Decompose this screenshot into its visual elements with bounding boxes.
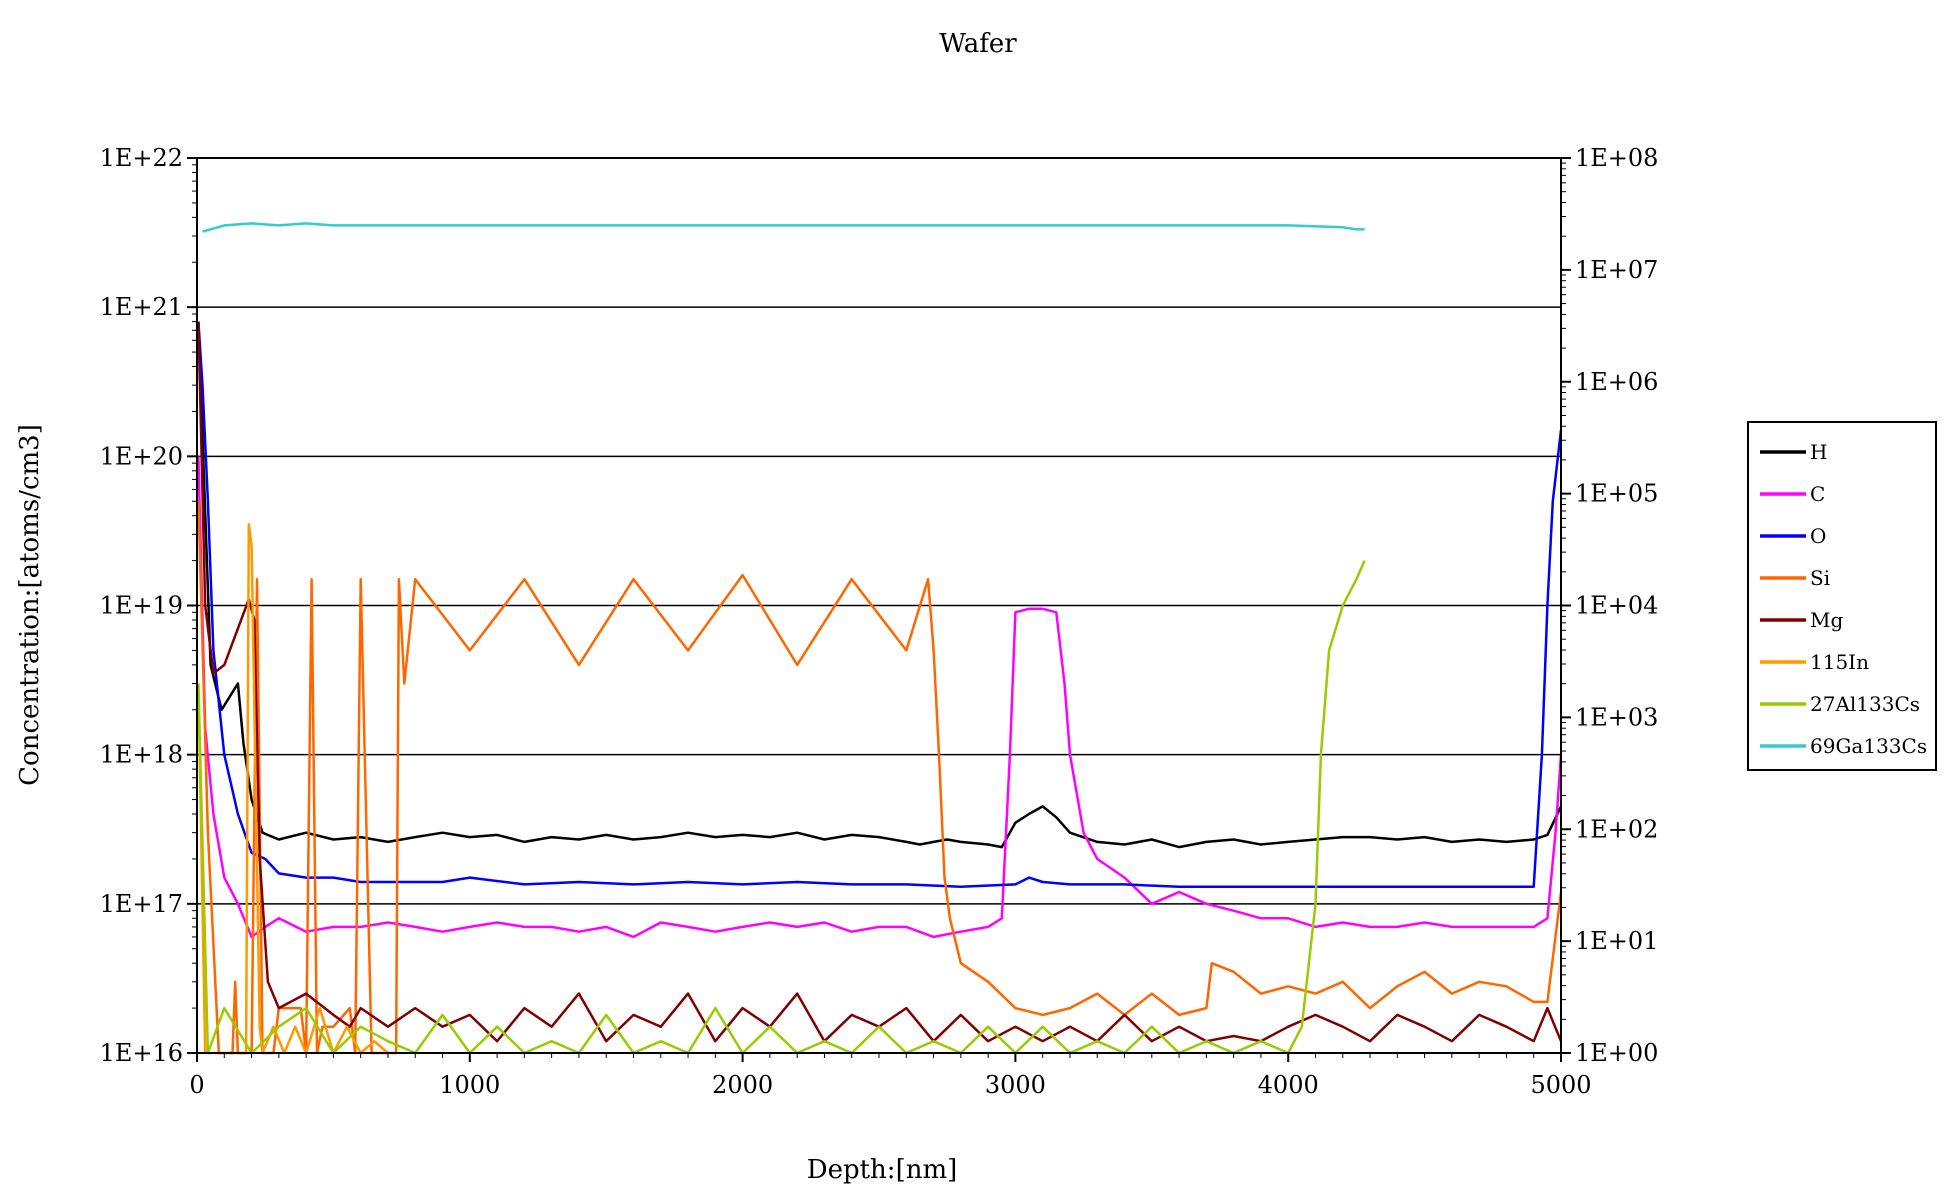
legend-label: C [1810,482,1825,506]
y2-tick-label: 1E+07 [1575,256,1658,284]
y2-tick-label: 1E+06 [1575,368,1658,396]
legend-item-h: H [1760,440,1827,464]
y2-tick-label: 1E+00 [1575,1039,1658,1067]
legend-item-mg: Mg [1760,608,1843,632]
series-line-27al133cs [197,560,1366,1055]
x-tick-label: 4000 [1258,1071,1319,1099]
series-line-mg [197,321,1563,1043]
y2-tick-label: 1E+03 [1575,703,1658,731]
x-tick-label: 3000 [985,1071,1046,1099]
x-tick-label: 0 [189,1071,204,1099]
legend-box [1747,421,1937,771]
y-tick-label: 1E+20 [100,442,183,470]
y-axis-right: 1E+00 1E+01 1E+02 1E+03 1E+04 1E+05 1E+06 1E+07… [1561,144,1658,1067]
y-tick-label: 1E+18 [100,741,183,769]
x-tick-label: 2000 [712,1071,773,1099]
y-tick-label: 1E+17 [100,890,183,918]
series-line-si [197,501,1563,1055]
legend-item-c: C [1760,482,1825,506]
y-tick-label: 1E+16 [100,1039,183,1067]
x-tick-label: 1000 [439,1071,500,1099]
x-tick-label: 5000 [1530,1071,1591,1099]
legend-label: 27Al133Cs [1810,692,1920,716]
legend-label: 115In [1810,650,1869,674]
series-line-h [197,321,1563,849]
y2-tick-label: 1E+02 [1575,815,1658,843]
legend-item-si: Si [1760,566,1830,590]
y-tick-label: 1E+22 [100,144,183,172]
grid-lines [197,306,1561,905]
legend-item-69ga133cs: 69Ga133Cs [1760,734,1927,758]
series-line-o [197,321,1563,889]
legend-label: Si [1810,566,1830,590]
legend-label: H [1810,440,1827,464]
legend-item-115in: 115In [1760,650,1869,674]
legend: HCO Si Mg 115In 27Al133Cs 69Ga133Cs [1747,421,1937,771]
y2-tick-label: 1E+01 [1575,927,1658,955]
y2-tick-label: 1E+04 [1575,592,1658,620]
legend-label: 69Ga133Cs [1810,734,1927,758]
x-axis: 0 1000 2000 3000 4000 5000 [189,1053,1592,1099]
y-axis-label: Concentration:[atoms/cm3] [15,424,45,786]
legend-label: Mg [1810,608,1843,632]
y-tick-label: 1E+21 [100,293,183,321]
x-axis-label: Depth:[nm] [807,1155,958,1185]
y-tick-label: 1E+19 [100,592,183,620]
legend-label: O [1810,524,1826,548]
y-axis-left: 1E+16 1E+17 1E+18 1E+19 1E+20 1E+21 1E+22 [100,144,197,1067]
legend-item-o: O [1760,524,1826,548]
y2-tick-label: 1E+08 [1575,144,1658,172]
series-layer [197,222,1563,1055]
legend-item-27al133cs: 27Al133Cs [1760,692,1920,716]
y2-tick-label: 1E+05 [1575,480,1658,508]
series-line-69ga133cs [202,222,1365,233]
series-line-c [197,456,1563,939]
chart-title: Wafer [939,29,1017,59]
